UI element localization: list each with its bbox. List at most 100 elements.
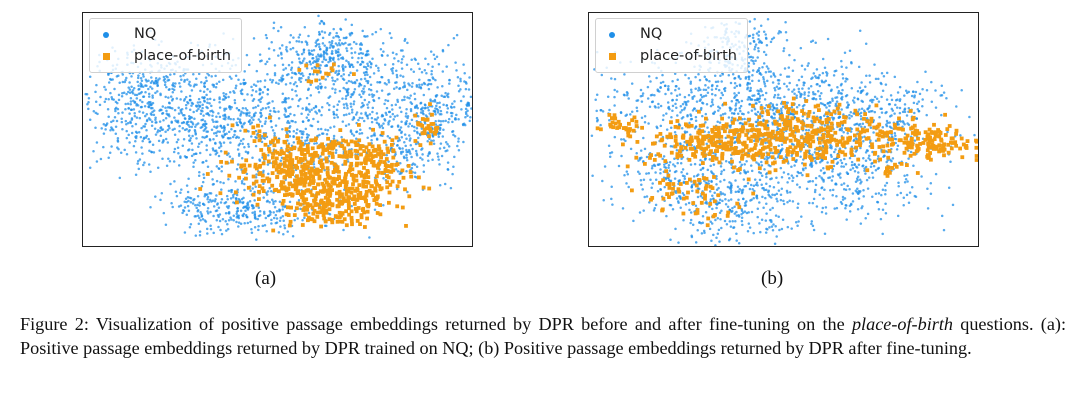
nq-point bbox=[271, 100, 274, 103]
nq-point bbox=[243, 182, 246, 186]
nq-point bbox=[751, 69, 755, 72]
nq-point bbox=[297, 40, 301, 43]
nq-point bbox=[120, 94, 124, 98]
nq-point bbox=[265, 230, 268, 233]
nq-point bbox=[334, 42, 338, 45]
place-of-birth-marker-icon bbox=[98, 48, 114, 64]
place-of-birth-point bbox=[376, 166, 380, 170]
nq-point bbox=[833, 207, 836, 210]
place-of-birth-point bbox=[325, 170, 330, 175]
place-of-birth-point bbox=[288, 152, 293, 157]
nq-point bbox=[463, 71, 466, 75]
nq-point bbox=[810, 222, 813, 226]
place-of-birth-point bbox=[327, 207, 332, 212]
place-of-birth-point bbox=[313, 151, 317, 156]
nq-point bbox=[203, 81, 207, 84]
nq-point bbox=[906, 180, 909, 183]
nq-point bbox=[751, 188, 754, 191]
nq-point bbox=[233, 91, 236, 95]
nq-point bbox=[192, 110, 195, 114]
place-of-birth-point bbox=[413, 139, 418, 143]
place-of-birth-point bbox=[344, 223, 349, 228]
place-of-birth-point bbox=[306, 150, 310, 155]
nq-point bbox=[426, 83, 429, 87]
place-of-birth-point bbox=[257, 184, 262, 188]
nq-point bbox=[701, 214, 705, 218]
place-of-birth-point bbox=[270, 171, 275, 175]
nq-point bbox=[470, 107, 472, 110]
nq-point bbox=[709, 104, 713, 108]
nq-point bbox=[240, 181, 244, 185]
nq-point bbox=[189, 200, 193, 204]
nq-point bbox=[188, 225, 192, 229]
nq-point bbox=[680, 127, 684, 130]
nq-point bbox=[396, 98, 399, 102]
nq-point bbox=[732, 170, 736, 173]
nq-point bbox=[249, 122, 252, 126]
nq-point bbox=[315, 73, 319, 76]
place-of-birth-point bbox=[321, 188, 326, 193]
nq-point bbox=[741, 211, 745, 215]
nq-point bbox=[302, 51, 306, 54]
nq-point bbox=[742, 178, 746, 181]
nq-point bbox=[109, 91, 112, 95]
nq-point bbox=[408, 122, 412, 125]
nq-point bbox=[366, 136, 369, 140]
place-of-birth-point bbox=[324, 159, 329, 164]
nq-point bbox=[415, 165, 419, 168]
nq-point bbox=[469, 115, 472, 119]
place-of-birth-point bbox=[292, 213, 297, 217]
nq-point bbox=[223, 132, 227, 136]
nq-point bbox=[122, 91, 126, 95]
nq-point bbox=[236, 117, 240, 121]
nq-point bbox=[673, 157, 676, 161]
nq-point bbox=[139, 76, 143, 80]
nq-point bbox=[220, 188, 223, 191]
nq-point bbox=[291, 97, 294, 101]
nq-point bbox=[747, 111, 750, 114]
nq-point bbox=[299, 207, 302, 211]
place-of-birth-point bbox=[303, 148, 308, 152]
nq-point bbox=[790, 165, 793, 168]
place-of-birth-point bbox=[235, 200, 239, 205]
place-of-birth-point bbox=[343, 176, 347, 181]
place-of-birth-point bbox=[296, 189, 301, 193]
nq-point bbox=[260, 124, 264, 128]
nq-point bbox=[733, 77, 736, 80]
nq-point bbox=[274, 213, 278, 217]
place-of-birth-point bbox=[385, 146, 390, 151]
nq-point bbox=[857, 171, 860, 174]
nq-point bbox=[690, 90, 693, 94]
nq-point bbox=[204, 126, 208, 129]
nq-point bbox=[301, 59, 305, 63]
nq-point bbox=[849, 203, 853, 206]
nq-point bbox=[281, 215, 285, 218]
nq-point bbox=[795, 174, 799, 178]
nq-point bbox=[242, 200, 245, 204]
nq-point bbox=[800, 215, 803, 218]
nq-point bbox=[350, 204, 353, 208]
nq-point bbox=[773, 89, 777, 92]
nq-point bbox=[715, 183, 718, 186]
nq-point bbox=[215, 82, 219, 85]
nq-point bbox=[142, 95, 145, 98]
nq-point bbox=[793, 164, 796, 167]
nq-point bbox=[245, 172, 249, 176]
nq-point bbox=[256, 104, 260, 108]
nq-point bbox=[208, 102, 211, 105]
nq-point bbox=[432, 53, 436, 57]
nq-point bbox=[247, 145, 251, 148]
place-of-birth-point bbox=[321, 183, 326, 188]
nq-point bbox=[714, 94, 717, 97]
nq-point bbox=[360, 90, 364, 93]
nq-point bbox=[332, 58, 335, 62]
nq-point bbox=[94, 126, 97, 129]
nq-point bbox=[782, 171, 786, 174]
nq-point bbox=[848, 49, 852, 53]
nq-point bbox=[202, 176, 206, 180]
place-of-birth-point bbox=[407, 194, 412, 199]
nq-point bbox=[341, 97, 344, 100]
nq-point bbox=[409, 152, 412, 155]
nq-point bbox=[226, 222, 229, 226]
nq-point bbox=[164, 130, 167, 134]
